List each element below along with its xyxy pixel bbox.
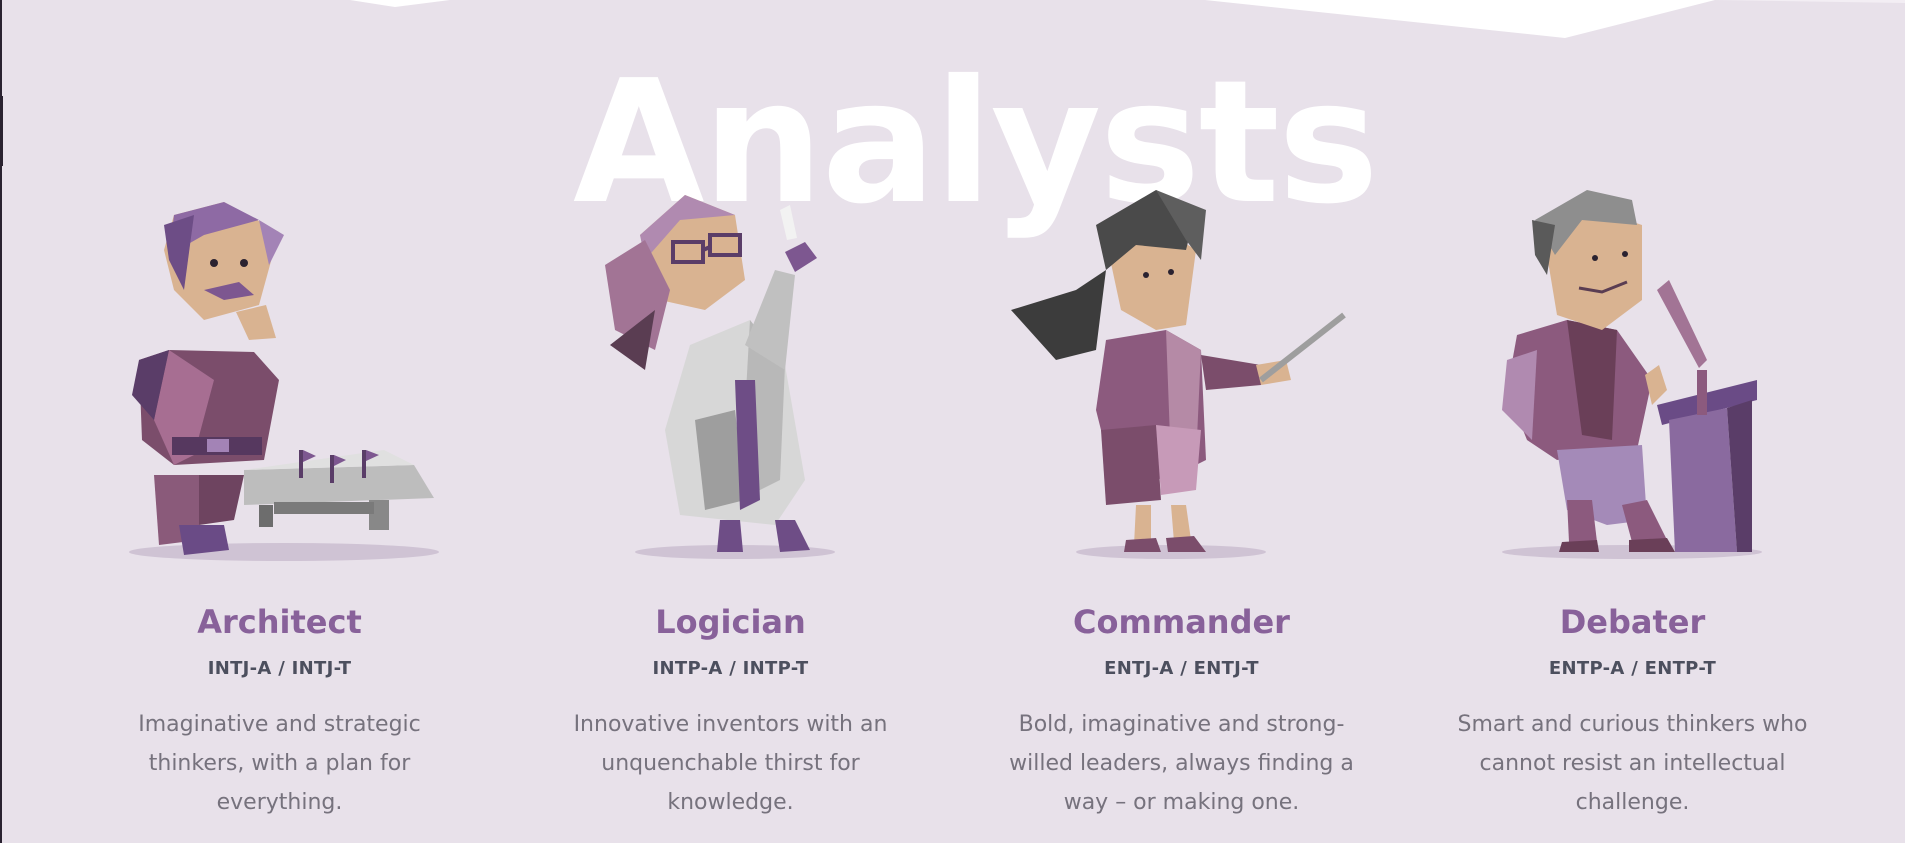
section-title: Analysts: [572, 44, 1379, 242]
card-name[interactable]: Logician: [655, 603, 806, 641]
card-description: Bold, imaginative and strong-willed lead…: [1009, 712, 1354, 815]
card-name[interactable]: Architect: [197, 603, 362, 641]
architect-figure: [129, 202, 439, 561]
card-debater[interactable]: Debater ENTP-A / ENTP-T Smart and curiou…: [1407, 180, 1858, 843]
commander-figure: [1011, 190, 1346, 559]
left-edge-tab: [0, 96, 3, 166]
card-code: ENTP-A / ENTP-T: [1548, 658, 1717, 679]
card-logician[interactable]: Logician INTP-A / INTP-T Innovative inve…: [505, 180, 956, 843]
card-code: ENTJ-A / ENTJ-T: [1104, 658, 1259, 679]
card-commander[interactable]: Commander ENTJ-A / ENTJ-T Bold, imaginat…: [956, 180, 1407, 843]
card-code: INTP-A / INTP-T: [652, 658, 809, 679]
card-description: Innovative inventors with an unquenchabl…: [573, 712, 888, 815]
top-decorative-band: [350, 0, 1905, 38]
card-code: INTJ-A / INTJ-T: [207, 658, 352, 679]
debater-figure: [1502, 190, 1762, 559]
logician-figure: [605, 195, 835, 559]
card-architect[interactable]: Architect INTJ-A / INTJ-T Imaginative an…: [54, 180, 505, 843]
card-name[interactable]: Commander: [1073, 603, 1290, 641]
card-name[interactable]: Debater: [1559, 603, 1706, 641]
card-description: Imaginative and strategic thinkers, with…: [138, 712, 421, 815]
personality-cards: Architect INTJ-A / INTJ-T Imaginative an…: [0, 180, 1905, 843]
card-description: Smart and curious thinkers who cannot re…: [1457, 712, 1808, 815]
left-edge-strip: [0, 0, 2, 843]
